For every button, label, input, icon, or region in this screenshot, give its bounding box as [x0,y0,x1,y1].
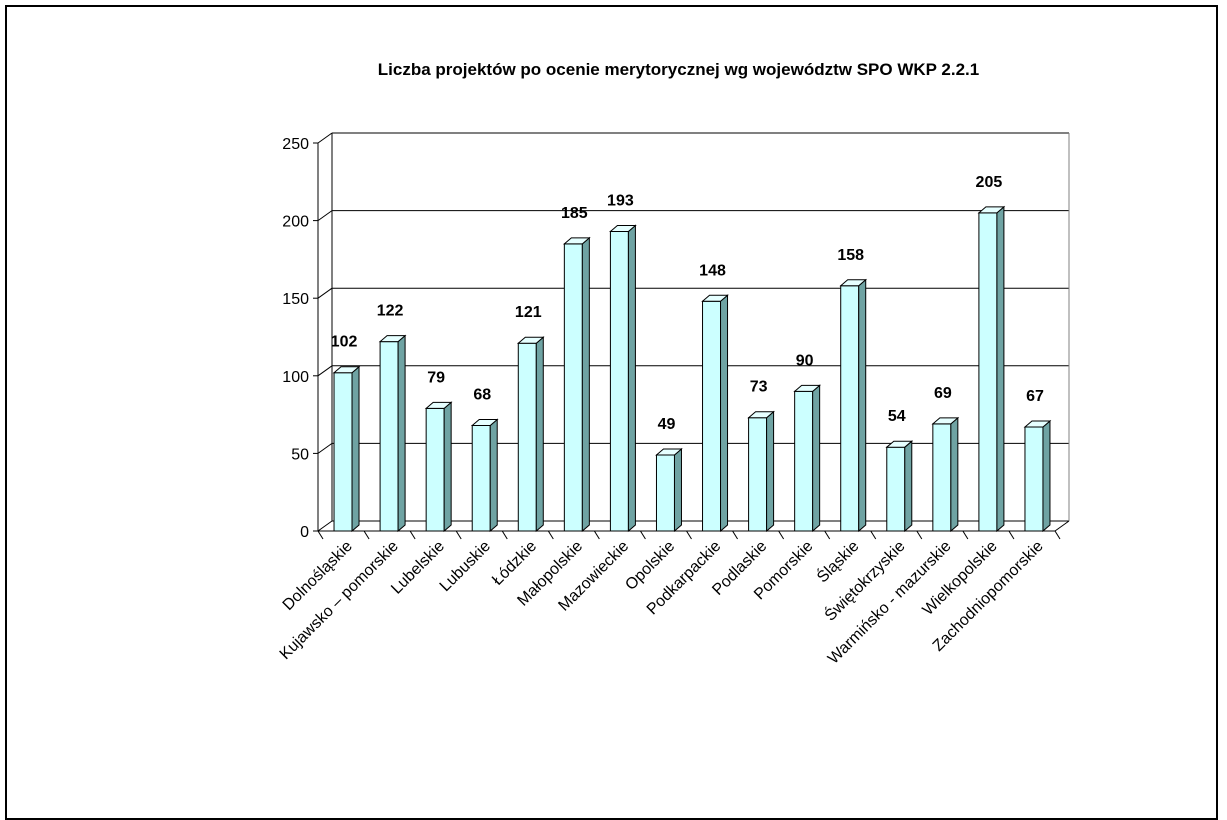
gridline-depth [317,365,333,377]
bar-side [673,447,682,533]
x-tick [686,530,692,540]
x-tick [870,530,877,540]
bar [886,446,906,532]
bar-side [351,365,360,533]
bar-side [397,334,406,533]
data-label: 102 [331,334,358,351]
bar-top [562,237,591,245]
bar [978,212,998,532]
x-tick [363,530,370,540]
data-label: 193 [607,192,634,209]
bar-top [931,417,960,425]
bar-top [747,411,775,419]
data-label: 148 [699,262,726,279]
bar-side [581,236,590,533]
bar-side [812,384,821,533]
bar [609,230,629,532]
gridline-depth [317,132,333,144]
bar-top [655,448,683,456]
gridline-depth [317,520,333,532]
data-label: 158 [837,247,864,264]
y-tick-label: 250 [282,136,309,153]
bar-side [627,224,636,533]
bar-top [378,335,407,343]
gridline-depth [317,287,333,299]
x-tick [962,530,969,540]
x-tick [409,530,416,540]
bar [471,424,491,532]
y-tick-label: 0 [300,524,309,541]
data-label: 54 [888,408,906,425]
bar-top [839,279,868,287]
data-label: 185 [561,205,588,222]
bar-side [904,440,913,533]
bar [840,285,860,532]
data-label: 73 [750,379,768,396]
bar [932,423,952,532]
data-label: 79 [427,369,445,386]
bar [333,372,353,532]
bar-side [950,416,959,533]
bar [655,454,675,532]
gridline-depth [317,442,333,454]
bar-top [470,418,499,426]
bar [748,417,768,532]
bar-side [1042,419,1051,533]
chart-title: Liczba projektów po ocenie merytorycznej… [377,60,980,79]
x-tick [593,530,600,540]
data-label: 90 [796,352,814,369]
bar-side [766,410,775,533]
x-tick [640,530,646,540]
data-label: 68 [473,386,491,403]
data-label: 69 [934,385,952,402]
bar-top [977,206,1006,214]
y-tick-label: 150 [282,291,309,308]
bar [702,300,722,532]
x-tick [501,530,508,540]
bar-top [516,336,545,344]
bar [425,407,445,532]
bar-side [858,278,867,533]
bar-top [609,224,637,232]
bar-top [793,384,822,392]
x-tick [916,530,923,540]
bar-side [996,205,1005,533]
floor-right-edge [1054,520,1070,532]
bar [563,243,583,532]
x-tick [778,530,785,540]
x-tick [1054,530,1061,540]
data-label: 205 [976,174,1003,191]
bar-top [424,401,453,409]
data-label: 67 [1026,388,1044,405]
data-label: 49 [658,416,676,433]
bar-top [885,440,914,448]
x-tick [732,530,738,540]
data-label: 121 [515,304,542,321]
y-tick-label: 200 [282,214,309,231]
x-tick [317,530,324,540]
bar [1024,426,1044,532]
bar-top [1023,420,1052,428]
x-tick-label: Lubuskie [437,538,494,595]
bar-top [332,366,361,374]
y-tick-label: 50 [291,446,309,463]
x-tick [1008,530,1015,540]
bar-side [443,401,452,533]
x-tick [547,530,554,540]
y-tick-label: 100 [282,369,309,386]
x-tick [455,530,462,540]
bar-side [535,336,544,533]
bar [517,342,537,532]
data-label: 122 [377,303,404,320]
bar-side [720,294,729,533]
x-tick-label: Świętokrzyskie [820,536,908,624]
bar [379,341,399,532]
bar-top [701,294,729,302]
gridline-depth [317,210,333,222]
bar [794,390,814,532]
bar-side [489,418,498,533]
x-tick [824,530,831,540]
